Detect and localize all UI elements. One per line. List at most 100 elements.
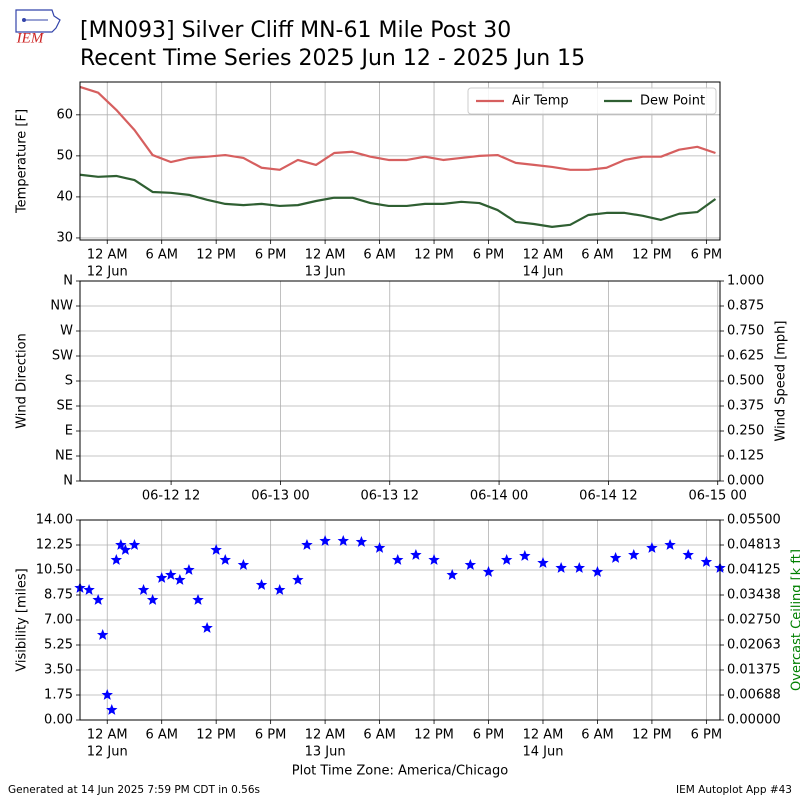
y-tick-label: SE [57,399,73,414]
y2-tick-label: 0.375 [727,399,764,414]
x-tick-date: 13 Jun [305,265,346,280]
y2-tick-label: 0.250 [727,424,764,439]
scatter-point [210,544,222,555]
scatter-point [183,564,195,575]
y-tick-label: 10.50 [36,563,73,578]
x-tick-label: 6 AM [145,728,178,743]
scatter-point [156,572,168,583]
y2-tick-label: 0.01375 [727,663,781,678]
scatter-point [609,552,622,563]
y-tick-label: 30 [56,230,73,245]
x-tick-label: 12 AM [523,728,564,743]
y-axis-label: Wind Direction [15,333,30,429]
scatter-point [664,539,676,550]
y-tick-label: 7.00 [44,613,73,628]
x-tick-label: 6 AM [363,728,396,743]
scatter-point [464,559,477,570]
scatter-point [96,629,109,640]
y2-axis-label: Wind Speed [mph] [774,321,789,442]
y2-tick-label: 1.000 [727,274,764,289]
x-tick-label: 12 PM [414,248,454,263]
scatter-point [392,554,404,565]
x-tick-label: 6 PM [691,728,722,743]
y-tick-label: W [60,324,73,339]
x-tick-label: 12 AM [87,248,128,263]
x-tick-label: 12 PM [632,248,672,263]
y2-tick-label: 0.625 [727,349,764,364]
scatter-point [192,594,204,605]
y-axis-label: Visibility [miles] [15,568,30,671]
x-tick-date: 13 Jun [305,745,346,760]
y2-tick-label: 0.04125 [727,563,781,578]
y-tick-label: N [63,274,73,289]
scatter-point [355,536,368,547]
x-tick-label: 06-12 12 [142,489,200,504]
y2-tick-label: 0.02750 [727,613,781,628]
y2-tick-label: 0.00000 [727,713,781,728]
legend-box [467,87,717,115]
plot-frame [79,519,721,721]
y-tick-label: 8.75 [44,588,73,603]
plot-frame [79,81,721,241]
x-tick-label: 06-15 00 [688,489,746,504]
chart-title: [MN093] Silver Cliff MN-61 Mile Post 30 [80,18,511,43]
x-tick-date: 14 Jun [522,265,563,280]
scatter-point [500,554,513,565]
x-tick-label: 12 PM [414,728,454,743]
x-tick-label: 12 PM [632,728,672,743]
x-tick-label: 6 PM [255,728,286,743]
x-tick-label: 12 AM [305,248,346,263]
footer-left: Generated at 14 Jun 2025 7:59 PM CDT in … [8,784,260,796]
scatter-point [428,554,440,565]
panel: 06-12 12 06-13 00 06-13 12 06-14 00 06-14 12… [15,274,789,504]
y-tick-label: E [65,424,73,439]
scatter-point [482,566,495,577]
scatter-point [115,539,127,550]
scatter-point [519,550,531,561]
x-tick-label: 6 AM [581,728,614,743]
scatter-point [146,594,159,605]
scatter-point [646,542,658,553]
scatter-point [237,559,250,570]
scatter-point [110,554,123,565]
x-tick-label: 06-13 00 [251,489,309,504]
x-tick-label: 12 AM [87,728,128,743]
scatter-point [373,542,386,553]
x-tick-label: 06-14 12 [579,489,637,504]
y-tick-label: SW [52,349,73,364]
scatter-point [337,535,349,546]
series-line [79,173,717,228]
series-line [79,85,716,171]
scatter-point [83,584,95,595]
x-tick-label: 6 PM [691,248,722,263]
scatter-point [274,584,286,595]
logo-outline [15,9,61,33]
scatter-point [591,566,604,577]
scatter-point [137,584,150,595]
scatter-point [255,579,268,590]
x-tick-label: 6 AM [363,248,396,263]
x-tick-label: 12 PM [196,248,236,263]
x-tick-label: 06-14 00 [470,489,528,504]
y-tick-label: 40 [56,189,73,204]
y-tick-label: 5.25 [44,638,73,653]
scatter-point [92,594,104,605]
scatter-point [201,622,213,633]
x-tick-label: 12 AM [523,248,564,263]
scatter-point [301,539,313,550]
x-tick-label: 6 PM [473,248,504,263]
x-tick-date: 14 Jun [522,745,563,760]
y2-tick-label: 0.875 [727,299,764,314]
chart-subtitle: Recent Time Series 2025 Jun 12 - 2025 Ju… [80,46,585,71]
scatter-point [555,562,567,573]
y-tick-label: N [63,474,73,489]
y2-tick-label: 0.125 [727,449,764,464]
x-tick-label: 6 AM [581,248,614,263]
scatter-point [537,557,549,568]
y-axis-label: Temperature [F] [15,109,30,214]
footer-right: IEM Autoplot App #43 [676,784,792,796]
panel: 12 AM 12 Jun 6 AM 12 PM 6 PM 12 AM 13 Jun 6 AM 1… [15,81,722,280]
scatter-point [319,535,331,546]
y2-tick-label: 0.000 [727,474,764,489]
